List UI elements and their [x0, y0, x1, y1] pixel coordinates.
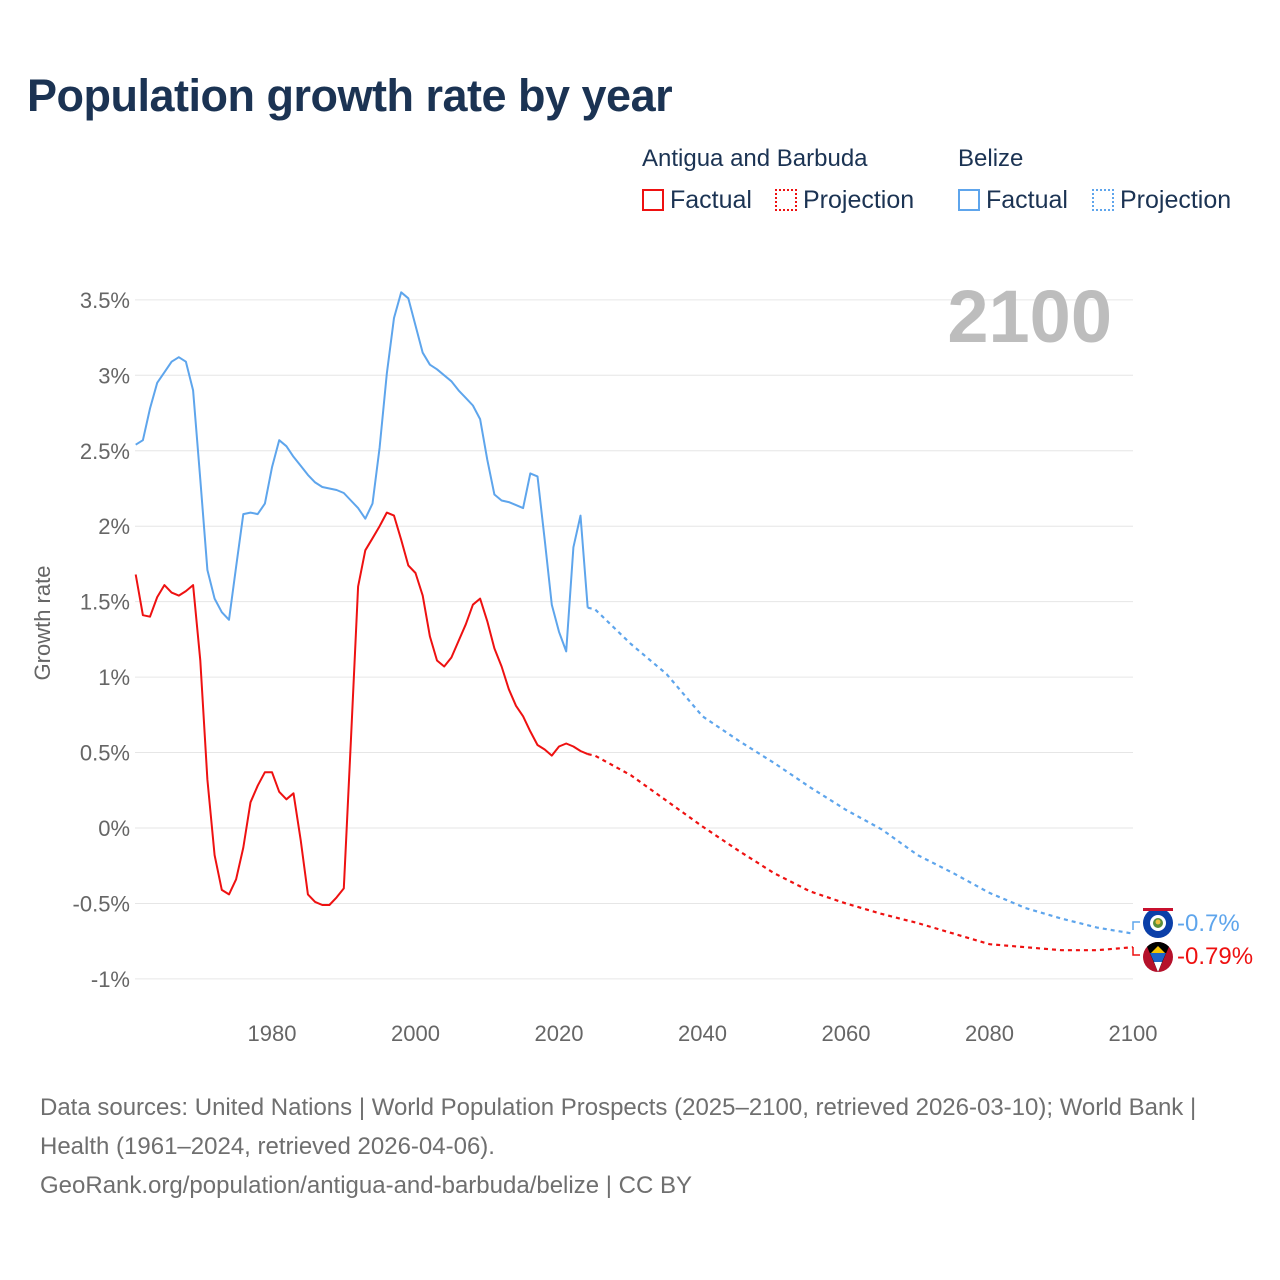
legend-belize-factual[interactable]: Factual — [958, 186, 1068, 215]
legend-belize-projection[interactable]: Projection — [1092, 186, 1231, 215]
legend-swatch-solid — [958, 189, 980, 211]
legend-swatch-solid — [642, 189, 664, 211]
belize-factual-line — [135, 291, 589, 653]
antigua-end-value: -0.79% — [1177, 943, 1253, 970]
x-tick-label: 2060 — [822, 1021, 871, 1046]
y-tick-label: 2% — [98, 514, 130, 539]
x-tick-label: 2100 — [1109, 1021, 1158, 1046]
antigua-projection-line — [587, 753, 1134, 952]
y-tick-label: 3.5% — [80, 288, 130, 313]
chart-title: Population growth rate by year — [27, 70, 673, 121]
legend-label: Projection — [1120, 186, 1232, 214]
legend-group-antigua: Antigua and Barbuda — [642, 145, 868, 172]
legend-antigua-factual[interactable]: Factual — [642, 186, 752, 215]
y-tick-label: 0% — [98, 816, 130, 841]
antigua-factual-line — [134, 511, 589, 906]
legend-swatch-dotted — [775, 189, 797, 211]
legend-antigua-projection[interactable]: Projection — [775, 186, 914, 215]
y-tick-label: -1% — [91, 967, 130, 992]
belize-flag-icon — [1143, 908, 1173, 938]
antigua-flag-icon — [1143, 942, 1173, 972]
antigua-connector — [1132, 947, 1140, 956]
y-tick-label: 2.5% — [80, 439, 130, 464]
data-sources: Data sources: United Nations | World Pop… — [40, 1094, 1197, 1160]
y-tick-label: 3% — [98, 363, 130, 388]
x-tick-label: 2020 — [535, 1021, 584, 1046]
belize-connector — [1132, 921, 1140, 930]
footer: Data sources: United Nations | World Pop… — [40, 1088, 1240, 1205]
legend-swatch-dotted — [1092, 189, 1114, 211]
x-tick-label: 1980 — [248, 1021, 297, 1046]
legend-label: Factual — [986, 186, 1068, 214]
y-tick-label: 1% — [98, 665, 130, 690]
belize-end-value: -0.7% — [1177, 910, 1240, 937]
y-tick-label: 1.5% — [80, 590, 130, 615]
year-display: 2100 — [947, 275, 1112, 358]
y-tick-label: -0.5% — [73, 891, 130, 916]
legend-group-belize: Belize — [958, 145, 1024, 172]
source-link[interactable]: GeoRank.org/population/antigua-and-barbu… — [40, 1172, 692, 1199]
legend-label: Projection — [803, 186, 915, 214]
x-tick-label: 2000 — [391, 1021, 440, 1046]
y-tick-label: 0.5% — [80, 741, 130, 766]
legend-label: Factual — [670, 186, 752, 214]
x-tick-label: 2080 — [965, 1021, 1014, 1046]
belize-projection-line — [587, 606, 1134, 935]
x-tick-label: 2040 — [678, 1021, 727, 1046]
y-axis-label: Growth rate — [30, 566, 55, 681]
